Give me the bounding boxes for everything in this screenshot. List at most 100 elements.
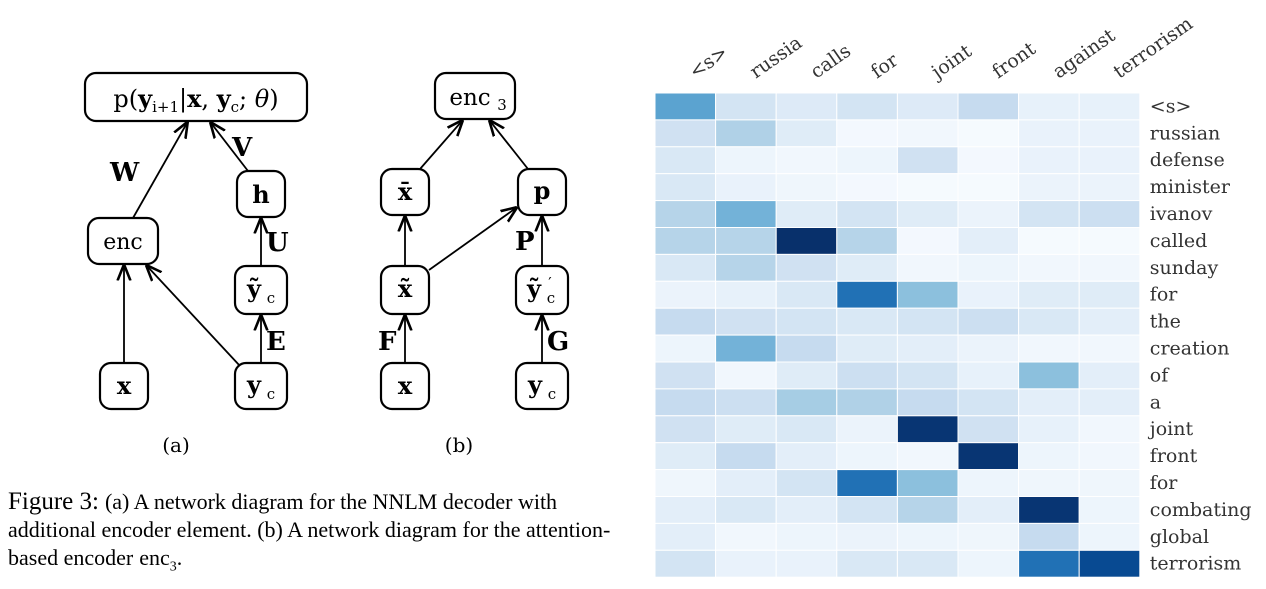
edge-label-V: V [231, 133, 253, 163]
svg-text:y: y [527, 370, 543, 399]
heatmap-cell-12-4 [896, 415, 959, 444]
y-label-15: combating [1150, 499, 1252, 521]
heatmap-cell-11-4 [896, 388, 959, 417]
heatmap-cell-1-5 [957, 119, 1020, 148]
node-b-p: p [516, 167, 568, 217]
heatmap-cell-8-0 [654, 307, 717, 336]
heatmap-cell-17-4 [896, 549, 959, 578]
heatmap-cell-0-4 [896, 92, 959, 121]
diagram-a-label: (a) [162, 433, 190, 457]
heatmap-cell-12-6 [1018, 415, 1080, 444]
edge-b-p-enc3 [490, 121, 529, 170]
caption-enc: enc3. [139, 545, 183, 575]
heatmap-cell-0-3 [836, 92, 898, 121]
heatmap-cell-11-1 [715, 388, 777, 417]
y-label-0: <s> [1150, 95, 1192, 117]
heatmap-cell-16-4 [896, 522, 959, 551]
heatmap-cell-5-1 [715, 227, 777, 255]
heatmap-cell-4-5 [957, 200, 1020, 229]
heatmap-cell-2-6 [1018, 146, 1080, 175]
heatmap-cell-10-0 [654, 361, 717, 390]
heatmap-cell-16-1 [715, 522, 777, 551]
heatmap-cell-7-1 [715, 280, 777, 309]
heatmap-cell-7-7 [1078, 280, 1141, 309]
y-label-4: ivanov [1150, 203, 1213, 225]
heatmap-cell-15-5 [957, 496, 1020, 524]
heatmap-cell-14-0 [654, 469, 717, 498]
svg-text:p: p [534, 176, 551, 205]
heatmap-cell-11-6 [1018, 388, 1080, 417]
node-a-enc: enc [86, 216, 160, 266]
heatmap-cell-2-2 [775, 146, 838, 175]
heatmap-cell-17-0 [654, 549, 717, 578]
heatmap-cell-1-3 [836, 119, 898, 148]
svg-text:h: h [252, 180, 269, 209]
edge-label-P: P [515, 227, 535, 257]
heatmap-x-labels: <s> russia calls for joint front againstterror… [685, 13, 1197, 85]
heatmap-cell-1-7 [1078, 119, 1141, 148]
heatmap-cell-14-5 [957, 469, 1020, 498]
heatmap-cell-0-2 [775, 92, 838, 121]
node-b-enc3: enc 3 [433, 71, 517, 121]
heatmap-cell-2-5 [957, 146, 1020, 175]
heatmap-cell-8-4 [896, 307, 959, 336]
heatmap-cell-17-7 [1078, 549, 1141, 578]
heatmap-cell-13-5 [957, 442, 1020, 471]
edge-a-h-top [211, 123, 249, 172]
node-a-yc-tilde: ỹ c [233, 264, 289, 316]
svg-text:x: x [117, 371, 132, 400]
heatmap-cell-13-7 [1078, 442, 1141, 471]
heatmap-cell-12-1 [715, 415, 777, 444]
diagram-b: enc 3 x̄ p x̃ ỹ ′ c x y c [378, 71, 569, 457]
y-label-6: sunday [1150, 257, 1219, 279]
heatmap-cell-1-2 [775, 119, 838, 148]
heatmap-cell-5-2 [775, 227, 838, 255]
heatmap-cell-7-4 [896, 280, 959, 309]
edge-a-enc-top [132, 123, 187, 219]
heatmap-cell-14-3 [836, 469, 898, 498]
heatmap-cell-10-1 [715, 361, 777, 390]
x-label-0: <s> [685, 41, 732, 83]
heatmap-cell-1-1 [715, 119, 777, 148]
heatmap-cell-14-6 [1018, 469, 1080, 498]
x-label-5: front [988, 38, 1040, 83]
heatmap-cell-6-3 [836, 253, 898, 282]
heatmap-cell-4-7 [1078, 200, 1141, 229]
heatmap-cell-9-7 [1078, 334, 1141, 363]
heatmap-cell-2-7 [1078, 146, 1141, 175]
heatmap-cell-2-1 [715, 146, 777, 175]
heatmap-cell-17-2 [775, 549, 838, 578]
heatmap-cell-16-0 [654, 522, 717, 551]
heatmap-cell-12-2 [775, 415, 838, 444]
heatmap-cell-17-5 [957, 549, 1020, 578]
heatmap-cell-13-6 [1018, 442, 1080, 471]
heatmap-cell-15-4 [896, 496, 959, 524]
heatmap-cell-16-5 [957, 522, 1020, 551]
svg-text:3: 3 [497, 96, 507, 114]
x-label-3: for [867, 49, 903, 83]
heatmap-cell-3-0 [654, 173, 717, 202]
heatmap-cell-12-7 [1078, 415, 1141, 444]
caption-figure-number: Figure 3: [8, 488, 99, 515]
heatmap-cell-13-2 [775, 442, 838, 471]
network-diagrams: p(yi+1|x, yc; θ) enc h ỹ c x y c [83, 71, 569, 457]
heatmap-cell-3-4 [896, 173, 959, 202]
heatmap-cell-15-0 [654, 496, 717, 524]
heatmap-cell-6-6 [1018, 253, 1080, 282]
heatmap-y-labels: <s> russian defense minister ivanov called sun… [1148, 95, 1252, 574]
heatmap-cell-6-4 [896, 253, 959, 282]
caption-text: (a) A network diagram for the NNLM decod… [8, 489, 611, 570]
svg-text:ỹ: ỹ [246, 274, 262, 303]
heatmap-cell-11-7 [1078, 388, 1141, 417]
x-label-2: calls [806, 40, 855, 83]
node-a-x: x [98, 361, 150, 411]
heatmap-cell-6-0 [654, 253, 717, 282]
heatmap-cell-15-3 [836, 496, 898, 524]
svg-text:c: c [548, 385, 556, 403]
heatmap-cell-16-3 [836, 522, 898, 551]
heatmap-cell-15-6 [1018, 496, 1080, 524]
heatmap-cell-7-0 [654, 280, 717, 309]
heatmap-cell-4-6 [1018, 200, 1080, 229]
node-b-x: x [379, 361, 431, 411]
svg-text:enc: enc [449, 85, 490, 111]
